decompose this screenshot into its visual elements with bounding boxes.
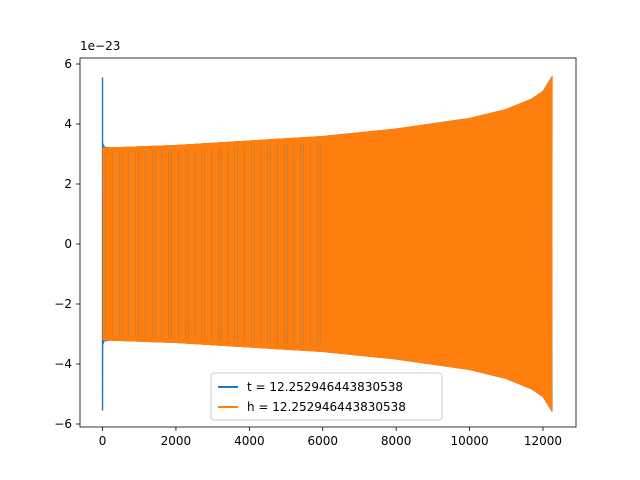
legend-box [210,372,443,421]
y-tick-label: −2 [54,297,72,311]
legend: t = 12.252946443830538 h = 12.25294644383… [210,372,443,421]
x-tick-label: 12000 [524,434,562,448]
x-tick-label: 10000 [450,434,488,448]
x-tick-label: 8000 [381,434,412,448]
y-tick-label: 2 [64,177,72,191]
legend-entry: t = 12.252946443830538 [247,380,403,394]
x-tick-label: 0 [99,434,107,448]
axes-frame [79,57,577,428]
y-tick-label: −4 [54,357,72,371]
x-axis: 0 2000 4000 6000 8000 10000 12000 [99,427,562,448]
y-tick-label: 0 [64,237,72,251]
y-scale-label: 1e−23 [80,39,120,53]
x-tick-label: 6000 [307,434,338,448]
y-tick-label: 4 [64,117,72,131]
legend-entry: h = 12.252946443830538 [247,400,406,414]
y-tick-label: 6 [64,57,72,71]
series-h-line [102,76,553,411]
x-tick-label: 4000 [234,434,265,448]
plot-area [79,57,577,428]
y-axis: −6 −4 −2 0 2 4 6 [54,57,80,431]
x-tick-label: 2000 [161,434,192,448]
y-tick-label: −6 [54,417,72,431]
